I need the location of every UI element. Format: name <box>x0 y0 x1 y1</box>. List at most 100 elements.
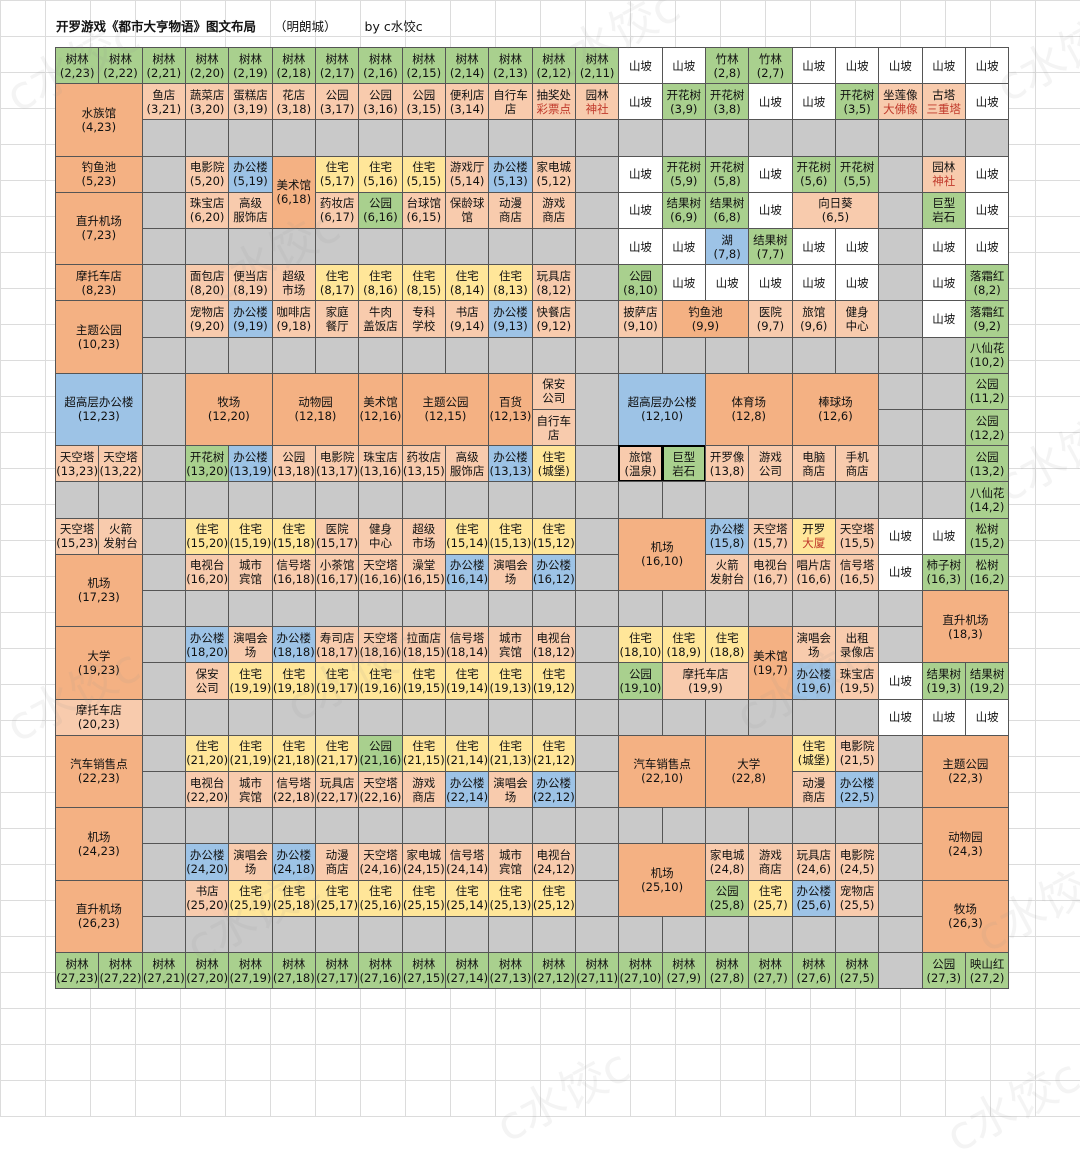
map-cell: 办公楼 (15,8) <box>704 517 750 555</box>
cell-name: 山坡 <box>758 203 782 218</box>
map-cell: 树林 (2,19) <box>228 47 273 85</box>
map-cell: 开罗 大厦 <box>791 517 836 555</box>
cell-name: 山坡 <box>758 167 782 182</box>
cell-name: 园林 <box>585 87 609 102</box>
map-cell: 办公楼 (9,13) <box>488 300 533 338</box>
cell-detail: 发射台 <box>709 572 745 587</box>
cell-name: 住宅 <box>325 268 349 283</box>
cell-name: 主题公园 <box>942 757 989 772</box>
cell-name: 结果树 <box>666 196 702 211</box>
map-cell: 办公楼 (9,19) <box>228 300 273 338</box>
cell-name: 山坡 <box>975 203 999 218</box>
cell-name: 城市 <box>498 847 522 862</box>
cell-name: 山坡 <box>932 239 956 254</box>
map-cell: 抽奖处 彩票点 <box>531 83 576 121</box>
cell-name: 鱼店 <box>152 87 176 102</box>
road-cell <box>834 481 880 519</box>
map-cell: 玩具店 (22,17) <box>314 771 360 809</box>
cell-detail: (5,13) <box>493 174 528 189</box>
road-cell <box>878 626 923 664</box>
map-cell: 结果树 (6,9) <box>661 191 706 229</box>
map-cell: 住宅 (19,17) <box>314 662 360 700</box>
cell-detail: (27,5) <box>839 970 875 985</box>
cell-detail: (16,3) <box>926 572 962 587</box>
cell-detail: 神社 <box>932 174 956 189</box>
cell-detail: (19,16) <box>359 680 402 695</box>
map-cell: 游戏 公司 <box>748 445 793 483</box>
map-cell: 机场 (16,10) <box>618 517 706 591</box>
cell-detail: (21,13) <box>489 753 532 768</box>
cell-name: 结果树 <box>926 666 962 681</box>
map-cell: 住宅 (5,16) <box>358 155 403 193</box>
cell-name: 玩具店 <box>796 847 832 862</box>
cell-name: 书店 <box>455 304 479 319</box>
map-cell: 树林 (27,9) <box>661 952 706 990</box>
cell-name: 八仙花 <box>969 485 1005 500</box>
map-cell: 住宅 (18,10) <box>618 626 663 664</box>
cell-detail: 大厦 <box>802 536 826 551</box>
map-cell: 山坡 <box>834 47 880 85</box>
cell-name: 办公楼 <box>536 775 572 790</box>
cell-name: 宠物店 <box>839 884 875 899</box>
cell-name: 住宅 <box>238 522 262 537</box>
cell-name: 直升机场 <box>75 902 122 917</box>
cell-detail: (12,13) <box>489 409 532 424</box>
cell-detail: (9,2) <box>973 318 1001 333</box>
cell-name: 办公楼 <box>796 666 832 681</box>
cell-name: 演唱会 <box>796 630 832 645</box>
map-cell: 树林 (2,20) <box>184 47 230 85</box>
page-title: 开罗游戏《都市大亨物语》图文布局 （明朗城） by c水饺c <box>56 16 423 38</box>
map-cell: 公园 (6,16) <box>358 191 403 229</box>
map-cell: 牧场 (26,3) <box>921 879 1010 953</box>
cell-detail: (26,23) <box>77 916 120 931</box>
road-cell <box>921 409 966 447</box>
map-cell: 自行车店 <box>488 83 533 121</box>
cell-name: 游戏 <box>412 775 436 790</box>
cell-detail: (27,3) <box>926 970 962 985</box>
road-cell <box>964 119 1010 157</box>
cell-name: 蔬菜店 <box>189 87 225 102</box>
cell-name: 公园 <box>368 196 392 211</box>
cell-name: 开花树 <box>839 87 875 102</box>
cell-name: 玩具店 <box>536 268 572 283</box>
cell-name: 树林 <box>282 51 306 66</box>
cell-name: 树林 <box>65 51 89 66</box>
road-cell <box>791 481 836 519</box>
road-cell <box>184 807 230 845</box>
road-cell <box>141 300 186 338</box>
cell-name: 药妆店 <box>319 196 355 211</box>
cell-name: 医院 <box>758 304 782 319</box>
road-cell <box>878 264 923 302</box>
cell-name: 办公楼 <box>796 884 832 899</box>
cell-detail: 岩石 <box>672 463 696 478</box>
cell-name: 电影院 <box>319 449 355 464</box>
cell-detail: (2,20) <box>189 65 225 80</box>
cell-name: 电视台 <box>189 558 225 573</box>
cell-name: 天空塔 <box>59 522 95 537</box>
road-cell <box>574 879 620 917</box>
road-cell <box>228 336 273 374</box>
map-cell: 便利店 (3,14) <box>444 83 490 121</box>
cell-detail: (27,19) <box>229 970 272 985</box>
cell-detail: (13,22) <box>99 463 142 478</box>
map-cell: 开花树 (3,9) <box>661 83 706 121</box>
map-cell: 树林 (2,23) <box>55 47 100 85</box>
cell-name: 信号塔 <box>276 558 312 573</box>
cell-detail: 宾馆 <box>498 644 522 659</box>
cell-name: 住宅 <box>498 739 522 754</box>
road-cell <box>791 336 836 374</box>
map-cell: 火箭 发射台 <box>704 553 750 591</box>
road-cell <box>574 336 620 374</box>
cell-name: 山坡 <box>932 529 956 544</box>
road-cell <box>141 626 186 664</box>
road-cell <box>791 119 836 157</box>
cell-detail: (5,8) <box>713 174 741 189</box>
cell-detail: (9,7) <box>756 318 785 333</box>
cell-detail: (5,20) <box>189 174 225 189</box>
cell-name: 医院 <box>325 522 349 537</box>
map-cell: 开罗像 (13,8) <box>704 445 750 483</box>
map-cell: 超级 市场 <box>401 517 446 555</box>
map-cell: 公园 (11,2) <box>964 372 1010 410</box>
cell-name: 旅馆 <box>628 449 652 464</box>
cell-name: 公园 <box>412 87 436 102</box>
